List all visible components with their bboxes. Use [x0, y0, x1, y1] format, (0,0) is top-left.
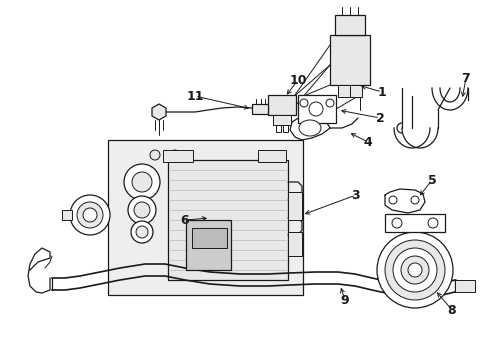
Text: 8: 8	[447, 303, 455, 316]
Bar	[337, 85, 349, 97]
Bar	[267, 95, 295, 115]
Bar	[251, 104, 267, 114]
Circle shape	[388, 196, 396, 204]
Circle shape	[308, 102, 323, 116]
Circle shape	[83, 208, 97, 222]
Bar	[283, 125, 287, 132]
Text: 10: 10	[289, 73, 306, 86]
Bar	[454, 280, 474, 292]
Bar	[329, 35, 369, 85]
Text: 3: 3	[351, 189, 360, 202]
Text: 9: 9	[340, 293, 348, 306]
Text: 2: 2	[375, 112, 384, 125]
Text: 11: 11	[186, 90, 203, 103]
Circle shape	[70, 195, 110, 235]
Ellipse shape	[298, 120, 320, 136]
Circle shape	[392, 248, 436, 292]
Bar	[185, 220, 230, 270]
Circle shape	[77, 202, 103, 228]
Bar	[163, 150, 193, 162]
Bar	[287, 232, 302, 256]
Bar	[275, 125, 281, 132]
Bar	[62, 210, 72, 220]
Circle shape	[407, 263, 421, 277]
Circle shape	[132, 172, 152, 192]
Bar	[384, 214, 444, 232]
Bar	[168, 160, 287, 280]
Bar	[272, 115, 290, 125]
Bar	[192, 228, 226, 248]
Bar	[287, 192, 302, 220]
Circle shape	[131, 221, 153, 243]
Circle shape	[124, 164, 160, 200]
Circle shape	[170, 150, 180, 160]
Circle shape	[150, 150, 160, 160]
Text: 1: 1	[377, 86, 386, 99]
Bar	[108, 140, 303, 295]
Circle shape	[136, 226, 148, 238]
Circle shape	[391, 218, 401, 228]
Circle shape	[400, 256, 428, 284]
Text: 5: 5	[427, 174, 435, 186]
Bar	[258, 150, 285, 162]
Circle shape	[427, 218, 437, 228]
Bar	[349, 85, 361, 97]
Circle shape	[410, 196, 418, 204]
Circle shape	[299, 99, 307, 107]
Circle shape	[376, 232, 452, 308]
Circle shape	[384, 240, 444, 300]
Text: 7: 7	[461, 72, 469, 85]
Circle shape	[128, 196, 156, 224]
Bar	[297, 95, 335, 123]
Text: 4: 4	[363, 135, 372, 149]
Circle shape	[325, 99, 333, 107]
Circle shape	[134, 202, 150, 218]
Text: 6: 6	[181, 213, 189, 226]
Bar	[334, 15, 364, 35]
Polygon shape	[152, 104, 165, 120]
